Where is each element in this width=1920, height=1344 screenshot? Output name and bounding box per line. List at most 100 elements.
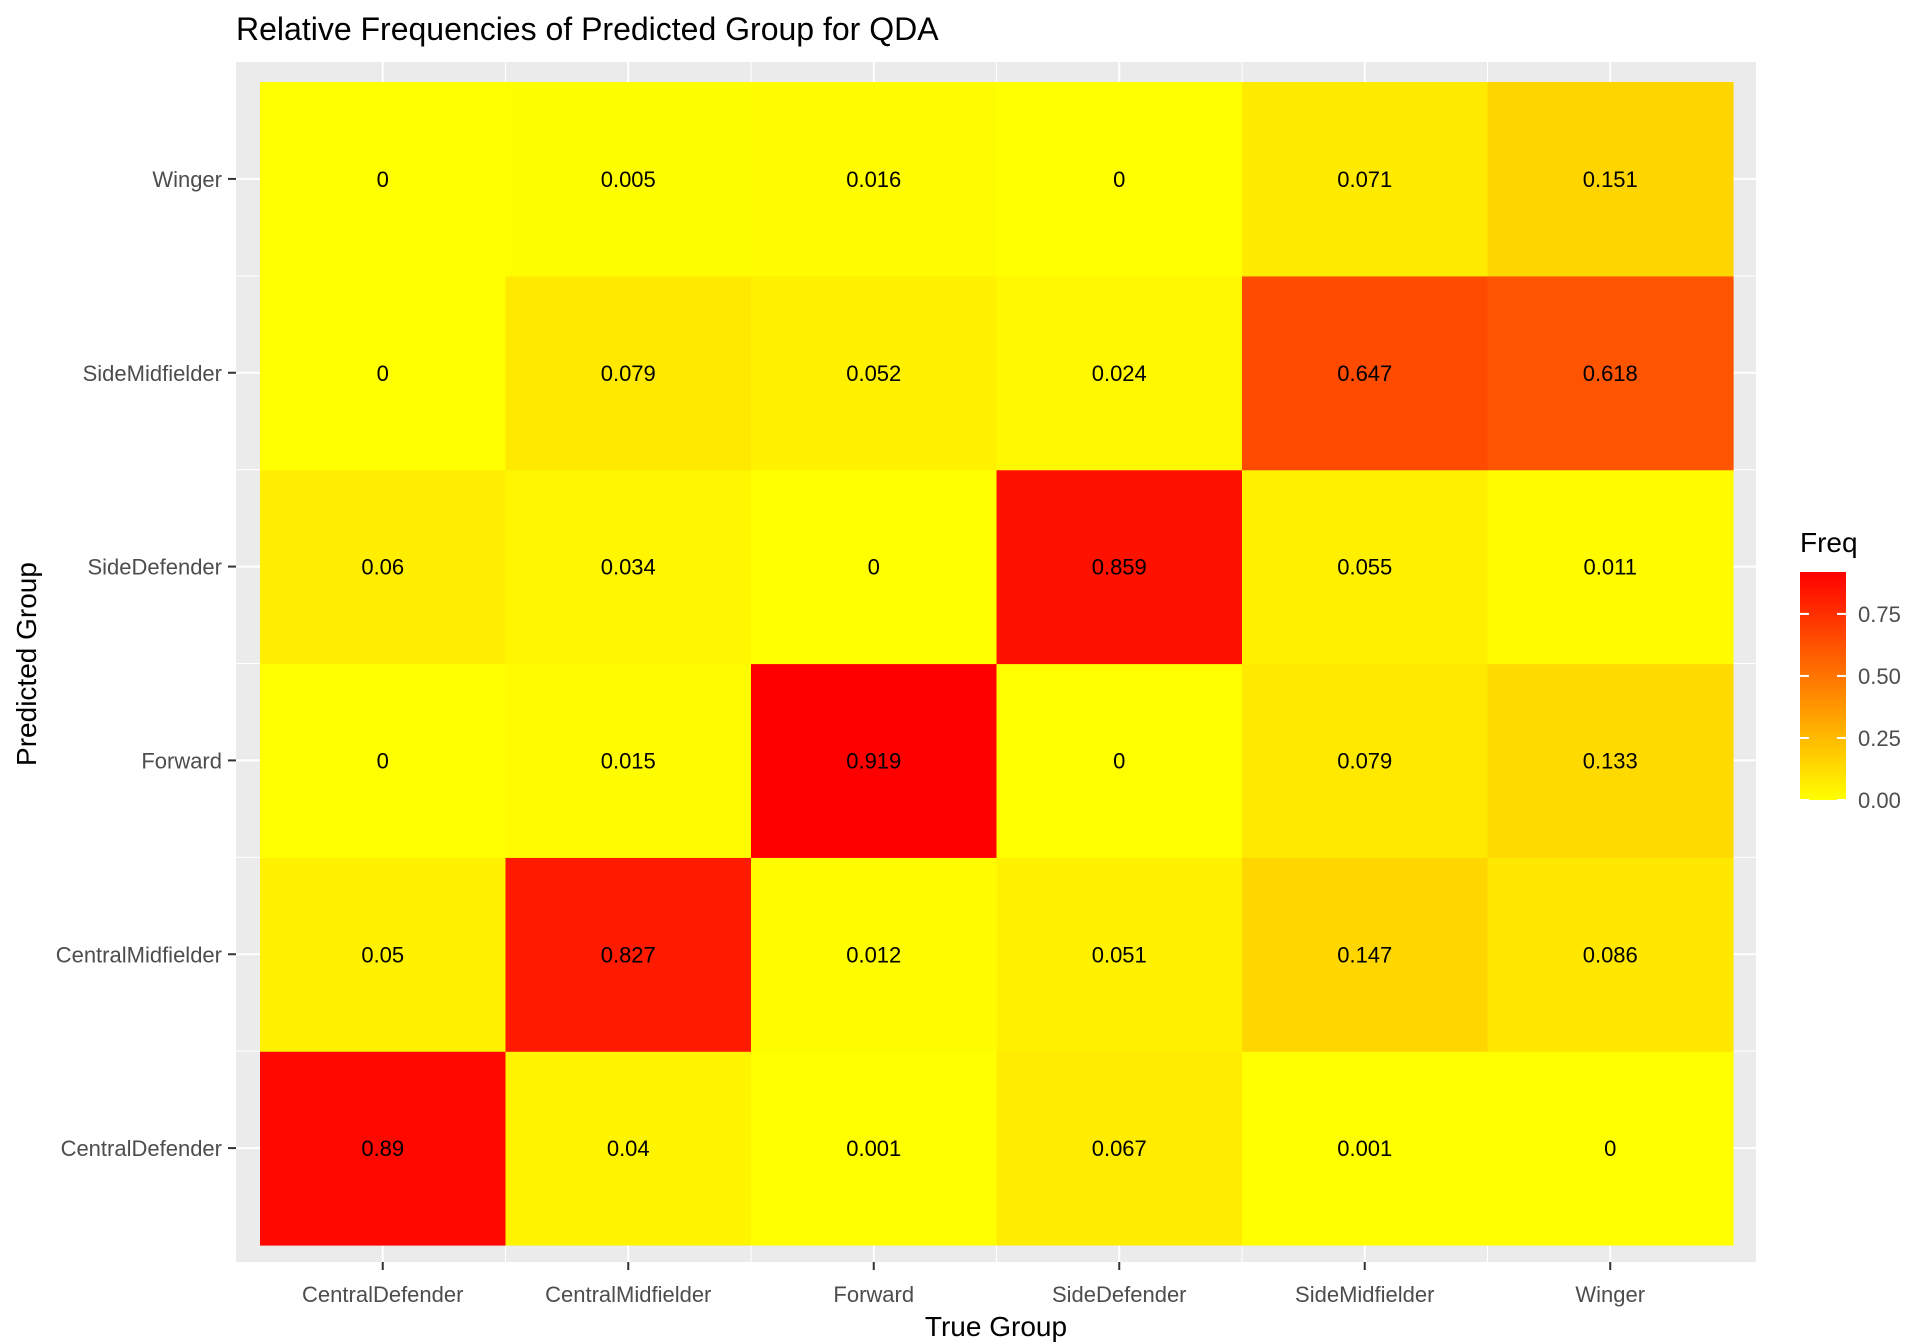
x-tick-label: CentralDefender	[302, 1282, 463, 1307]
heatmap-cells	[260, 82, 1734, 1246]
cell-value-label: 0.001	[846, 1136, 901, 1161]
cell-value-label: 0.011	[1584, 555, 1637, 580]
heatmap-cell	[505, 857, 752, 1052]
cell-value-label: 0.89	[361, 1136, 404, 1161]
heatmap-cell	[1242, 663, 1489, 858]
heatmap-cell	[260, 275, 507, 471]
y-tick-label: CentralDefender	[61, 1136, 222, 1161]
heatmap-cell	[505, 1051, 752, 1246]
x-tick-label: Forward	[833, 1282, 914, 1307]
heatmap-cell	[1487, 857, 1734, 1052]
legend-colorbar	[1800, 572, 1846, 800]
heatmap-cell	[1242, 82, 1489, 277]
heatmap-cell	[751, 469, 998, 665]
chart-title: Relative Frequencies of Predicted Group …	[236, 11, 939, 47]
heatmap-cell	[505, 275, 752, 471]
cell-value-label: 0.05	[361, 942, 404, 967]
cell-value-label: 0.151	[1583, 167, 1638, 192]
cell-value-label: 0	[377, 167, 389, 192]
cell-value-label: 0.024	[1092, 361, 1147, 386]
cell-value-label: 0	[377, 361, 389, 386]
heatmap-cell	[996, 857, 1243, 1052]
cell-value-label: 0.001	[1337, 1136, 1392, 1161]
cell-value-label: 0.919	[846, 748, 901, 773]
cell-value-label: 0.04	[607, 1136, 650, 1161]
heatmap-cell	[260, 857, 507, 1052]
y-tick-label: SideDefender	[87, 555, 222, 580]
y-tick-label: SideMidfielder	[83, 361, 222, 386]
heatmap-cell	[751, 275, 998, 471]
cell-value-label: 0.133	[1583, 748, 1638, 773]
cell-value-label: 0	[868, 555, 880, 580]
x-axis: CentralDefender CentralMidfielder Forward S…	[302, 1262, 1645, 1307]
heatmap-cell	[1487, 469, 1734, 665]
cell-value-label: 0.067	[1092, 1136, 1147, 1161]
cell-value-label: 0.055	[1337, 555, 1392, 580]
cell-value-label: 0.051	[1092, 942, 1147, 967]
cell-value-labels: 0.89 0.04 0.001 0.067 0.001 0 0.05 0.827 0.012 0.…	[361, 167, 1637, 1161]
cell-value-label: 0.034	[601, 555, 656, 580]
cell-value-label: 0.079	[1337, 748, 1392, 773]
heatmap-cell	[1242, 1051, 1489, 1246]
heatmap-cell	[1242, 275, 1489, 471]
legend-tick-label: 0.25	[1858, 726, 1901, 751]
x-axis-title: True Group	[925, 1311, 1067, 1342]
heatmap-cell	[751, 663, 998, 858]
cell-value-label: 0.079	[601, 361, 656, 386]
cell-value-label: 0.147	[1337, 942, 1392, 967]
cell-value-label: 0.005	[601, 167, 656, 192]
heatmap-cell	[505, 82, 752, 277]
heatmap-cell	[751, 857, 998, 1052]
y-tick-label: Forward	[141, 748, 222, 773]
cell-value-label: 0.015	[601, 748, 656, 773]
heatmap-cell	[996, 663, 1243, 858]
x-tick-label: SideDefender	[1052, 1282, 1187, 1307]
legend-tick-label: 0.00	[1858, 788, 1901, 813]
heatmap-cell	[260, 82, 507, 277]
legend-ticks: 0.00 0.25 0.50 0.75	[1800, 602, 1901, 813]
heatmap-cell	[260, 1051, 507, 1246]
cell-value-label: 0.052	[846, 361, 901, 386]
legend-tick-label: 0.75	[1858, 602, 1901, 627]
y-tick-label: Winger	[152, 167, 222, 192]
legend-tick-label: 0.50	[1858, 664, 1901, 689]
color-legend: Freq 0.00 0.25 0.50 0.75	[1800, 527, 1901, 813]
heatmap-cell	[505, 469, 752, 665]
cell-value-label: 0	[1113, 748, 1125, 773]
heatmap-cell	[1487, 663, 1734, 858]
heatmap-cell	[1487, 275, 1734, 471]
cell-value-label: 0.827	[601, 942, 656, 967]
cell-value-label: 0.071	[1337, 167, 1392, 192]
y-axis: CentralDefender CentralMidfielder Forward S…	[56, 167, 236, 1161]
heatmap-cell	[996, 82, 1243, 277]
heatmap-cell	[505, 663, 752, 858]
heatmap-cell	[260, 469, 507, 665]
cell-value-label: 0.016	[846, 167, 901, 192]
x-tick-label: CentralMidfielder	[545, 1282, 711, 1307]
cell-value-label: 0	[377, 748, 389, 773]
heatmap-cell	[996, 1051, 1243, 1246]
x-tick-label: Winger	[1575, 1282, 1645, 1307]
cell-value-label: 0.618	[1583, 361, 1638, 386]
heatmap-cell	[1242, 857, 1489, 1052]
heatmap-cell	[1487, 82, 1734, 277]
cell-value-label: 0.012	[846, 942, 901, 967]
heatmap-cell	[996, 469, 1243, 665]
heatmap-cell	[751, 1051, 998, 1246]
cell-value-label: 0	[1604, 1136, 1616, 1161]
heatmap-cell	[996, 275, 1243, 471]
x-tick-label: SideMidfielder	[1295, 1282, 1434, 1307]
cell-value-label: 0.06	[361, 555, 404, 580]
y-tick-label: CentralMidfielder	[56, 942, 222, 967]
y-axis-title: Predicted Group	[11, 562, 42, 766]
heatmap-cell	[260, 663, 507, 858]
cell-value-label: 0.086	[1583, 942, 1638, 967]
legend-title: Freq	[1800, 527, 1858, 558]
cell-value-label: 0.859	[1092, 555, 1147, 580]
heatmap-cell	[1487, 1051, 1734, 1246]
cell-value-label: 0	[1113, 167, 1125, 192]
heatmap-cell	[1242, 469, 1489, 665]
cell-value-label: 0.647	[1337, 361, 1392, 386]
heatmap-cell	[751, 82, 998, 277]
